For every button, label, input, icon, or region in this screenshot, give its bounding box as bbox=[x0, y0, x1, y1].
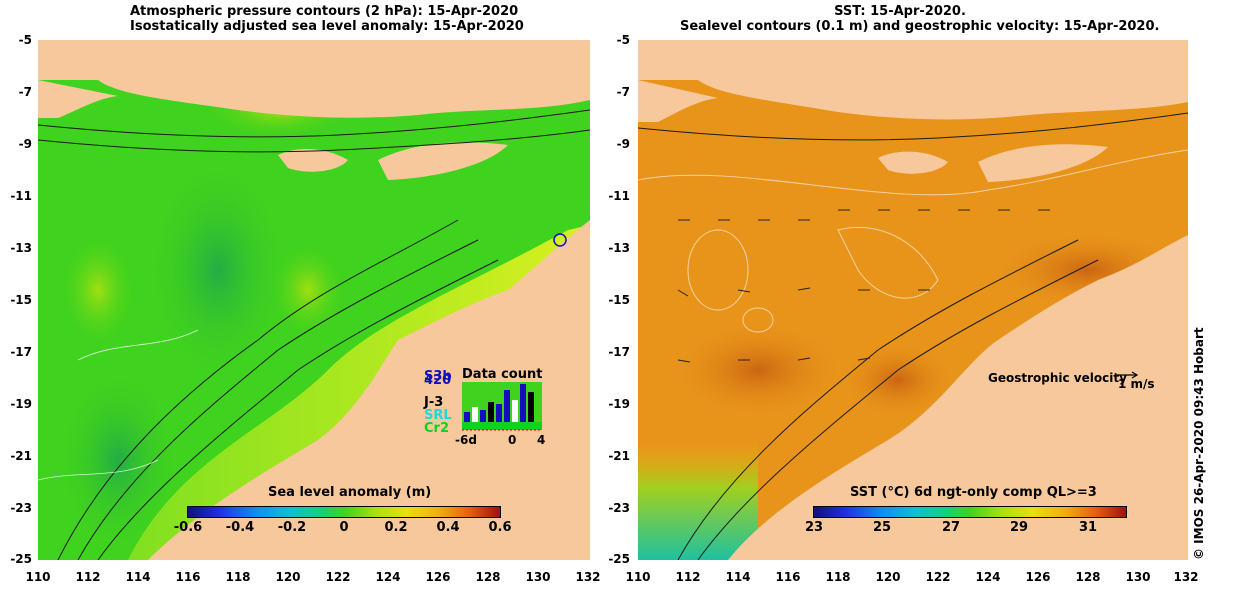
y-tick: -17 bbox=[608, 345, 630, 359]
x-tick: 112 bbox=[675, 570, 701, 584]
y-tick: -19 bbox=[608, 397, 630, 411]
x-tick: 116 bbox=[175, 570, 201, 584]
y-tick: -23 bbox=[10, 501, 32, 515]
sea-level-anomaly-map bbox=[38, 40, 590, 560]
x-tick: 128 bbox=[1075, 570, 1101, 584]
x-tick: 128 bbox=[475, 570, 501, 584]
x-tick: 120 bbox=[275, 570, 301, 584]
x-tick: 114 bbox=[725, 570, 751, 584]
colorbar-tick: 29 bbox=[1009, 520, 1029, 535]
x-tick: 118 bbox=[225, 570, 251, 584]
y-tick: -25 bbox=[608, 552, 630, 566]
data-count-tick: 0 bbox=[508, 433, 517, 447]
x-tick: 110 bbox=[625, 570, 651, 584]
imos-credit: © IMOS 26-Apr-2020 09:43 Hobart bbox=[1192, 327, 1206, 560]
data-count-tick: -6d bbox=[455, 433, 477, 447]
y-tick: -5 bbox=[616, 33, 630, 47]
right-title-line2: Sealevel contours (0.1 m) and geostrophi… bbox=[680, 19, 1160, 34]
colorbar-tick: 23 bbox=[804, 520, 824, 535]
australia-land bbox=[148, 220, 590, 560]
y-tick: -9 bbox=[616, 137, 630, 151]
x-tick: 124 bbox=[975, 570, 1001, 584]
x-tick: 112 bbox=[75, 570, 101, 584]
left-title-line2: Isostatically adjusted sea level anomaly… bbox=[130, 19, 524, 34]
sst-colorbar-title: SST (°C) 6d ngt-only comp QL>=3 bbox=[850, 485, 1097, 500]
x-tick: 110 bbox=[25, 570, 51, 584]
mission-count-overlay: 420 bbox=[424, 373, 452, 388]
colorbar-tick: 0.6 bbox=[488, 520, 512, 535]
mission-srl: SRL bbox=[424, 408, 452, 423]
colorbar-tick: 0.2 bbox=[384, 520, 408, 535]
x-tick: 118 bbox=[825, 570, 851, 584]
x-tick: 130 bbox=[525, 570, 551, 584]
y-tick: -11 bbox=[608, 189, 630, 203]
x-tick: 130 bbox=[1125, 570, 1151, 584]
y-tick: -11 bbox=[10, 189, 32, 203]
y-tick: -19 bbox=[10, 397, 32, 411]
australia-land bbox=[728, 235, 1188, 560]
velocity-arrows bbox=[677, 209, 1050, 363]
y-tick: -7 bbox=[18, 85, 32, 99]
sla-colorbar bbox=[187, 506, 501, 518]
data-count-tick: 4 bbox=[537, 433, 546, 447]
mission-s3b: S3b bbox=[424, 369, 452, 384]
x-tick: 126 bbox=[1025, 570, 1051, 584]
y-tick: -7 bbox=[616, 85, 630, 99]
colorbar-tick: 25 bbox=[872, 520, 892, 535]
sla-low-blob bbox=[148, 160, 288, 380]
y-tick: -21 bbox=[10, 449, 32, 463]
colorbar-tick: 31 bbox=[1078, 520, 1098, 535]
sla-colorbar-title: Sea level anomaly (m) bbox=[268, 485, 432, 500]
colorbar-tick: -0.6 bbox=[173, 520, 203, 535]
velocity-label: Geostrophic velocity bbox=[988, 371, 1127, 385]
x-tick: 124 bbox=[375, 570, 401, 584]
mission-cr2: Cr2 bbox=[424, 421, 449, 436]
y-tick: -15 bbox=[10, 293, 32, 307]
y-tick: -17 bbox=[10, 345, 32, 359]
y-tick: -9 bbox=[18, 137, 32, 151]
x-tick: 126 bbox=[425, 570, 451, 584]
y-tick: -25 bbox=[10, 552, 32, 566]
colorbar-tick: -0.4 bbox=[225, 520, 255, 535]
colorbar-tick: -0.2 bbox=[277, 520, 307, 535]
left-title-line1: Atmospheric pressure contours (2 hPa): 1… bbox=[130, 4, 519, 19]
x-tick: 122 bbox=[925, 570, 951, 584]
x-tick: 132 bbox=[575, 570, 601, 584]
velocity-scale-value: 1 m/s bbox=[1118, 377, 1155, 391]
y-tick: -15 bbox=[608, 293, 630, 307]
y-tick: -13 bbox=[10, 241, 32, 255]
colorbar-tick: 0.4 bbox=[436, 520, 460, 535]
x-tick: 122 bbox=[325, 570, 351, 584]
mission-j3: J-3 bbox=[424, 395, 444, 410]
indonesia-land-top bbox=[38, 40, 590, 118]
data-count-title: Data count bbox=[462, 367, 543, 382]
y-tick: -13 bbox=[608, 241, 630, 255]
right-title-line1: SST: 15-Apr-2020. bbox=[834, 4, 966, 19]
velocity-arrow-icon bbox=[1117, 371, 1139, 379]
y-tick: -23 bbox=[608, 501, 630, 515]
colorbar-tick: 27 bbox=[941, 520, 961, 535]
x-tick: 132 bbox=[1173, 570, 1199, 584]
x-tick: 114 bbox=[125, 570, 151, 584]
x-tick: 120 bbox=[875, 570, 901, 584]
y-tick: -21 bbox=[608, 449, 630, 463]
sst-colorbar bbox=[813, 506, 1127, 518]
y-tick: -5 bbox=[18, 33, 32, 47]
sst-map bbox=[638, 40, 1188, 560]
colorbar-tick: 0 bbox=[339, 520, 349, 535]
indonesia-land-top bbox=[638, 40, 1188, 120]
data-count-bars bbox=[462, 382, 542, 431]
x-tick: 116 bbox=[775, 570, 801, 584]
